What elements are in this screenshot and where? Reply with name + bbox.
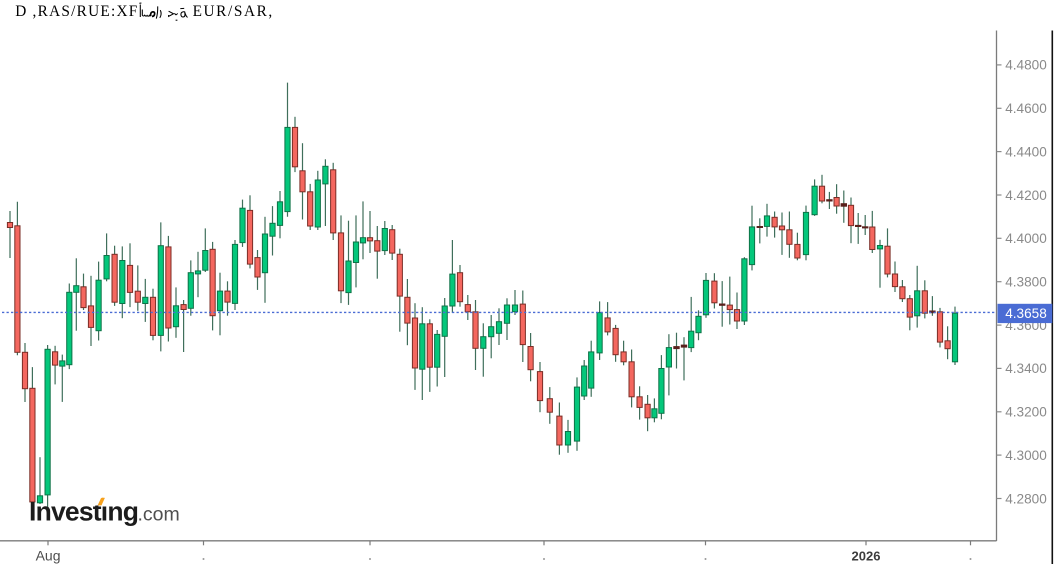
svg-text:4.3800: 4.3800 bbox=[1005, 275, 1047, 290]
svg-text:2026: 2026 bbox=[852, 549, 881, 564]
svg-text:4.2800: 4.2800 bbox=[1005, 491, 1047, 506]
svg-text:4.4400: 4.4400 bbox=[1005, 144, 1047, 159]
svg-text:4.4000: 4.4000 bbox=[1005, 231, 1047, 246]
svg-text:4.3400: 4.3400 bbox=[1005, 361, 1047, 376]
svg-text:Aug: Aug bbox=[36, 548, 61, 564]
svg-text:4.3000: 4.3000 bbox=[1005, 448, 1047, 463]
svg-text:4.3200: 4.3200 bbox=[1005, 405, 1047, 420]
svg-text:4.4800: 4.4800 bbox=[1005, 58, 1047, 73]
svg-text:4.4600: 4.4600 bbox=[1005, 101, 1047, 116]
svg-text:.com: .com bbox=[138, 504, 180, 526]
svg-text:4.3658: 4.3658 bbox=[1005, 306, 1047, 321]
svg-text:4.4200: 4.4200 bbox=[1005, 188, 1047, 203]
svg-text:Investing: Investing bbox=[29, 497, 138, 527]
